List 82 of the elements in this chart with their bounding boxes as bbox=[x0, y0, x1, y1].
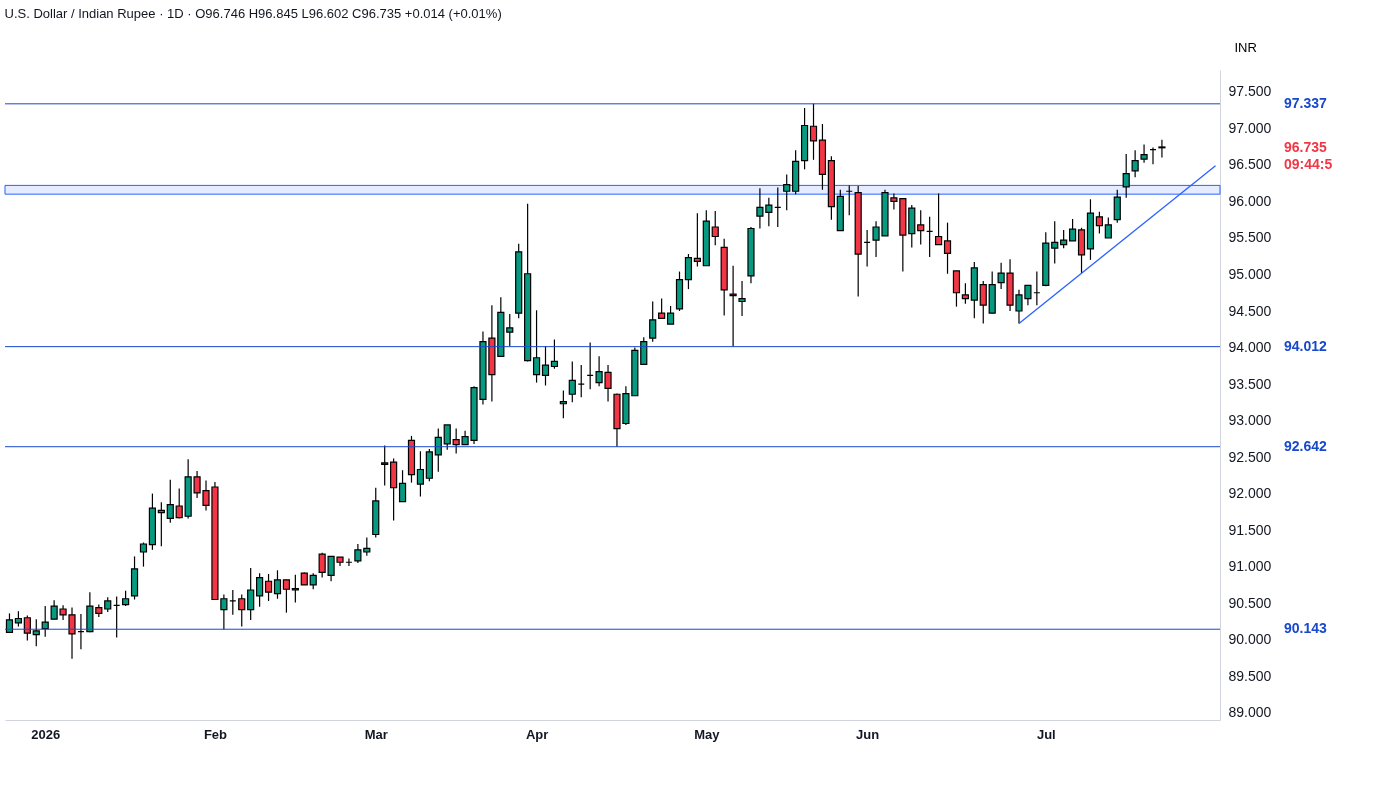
candlestick bbox=[1113, 189, 1121, 224]
x-tick-label: 2026 bbox=[31, 726, 61, 742]
y-tick-label: 94.000 bbox=[1228, 339, 1272, 356]
ref-line-label: 90.143 bbox=[1284, 620, 1328, 637]
candlestick bbox=[1051, 220, 1059, 265]
candlestick bbox=[711, 210, 719, 246]
y-tick-label: 93.000 bbox=[1228, 412, 1272, 429]
candlestick bbox=[139, 541, 148, 568]
candlestick bbox=[1158, 139, 1166, 159]
text: 09:44:5 bbox=[1284, 155, 1333, 172]
candlestick bbox=[238, 593, 246, 628]
candlestick bbox=[952, 270, 961, 308]
y-tick-label: 95.000 bbox=[1228, 265, 1272, 282]
candlestick bbox=[416, 450, 425, 498]
candlestick bbox=[157, 501, 165, 547]
y-tick-label: 95.500 bbox=[1228, 229, 1272, 246]
candlestick bbox=[917, 209, 925, 246]
y-tick-label: 89.000 bbox=[1228, 704, 1272, 721]
candlestick bbox=[23, 614, 31, 641]
y-tick-label: 92.500 bbox=[1228, 448, 1272, 465]
candlestick bbox=[640, 336, 648, 366]
candlestick bbox=[1060, 229, 1068, 249]
candlestick bbox=[1122, 153, 1130, 199]
y-tick-label: 91.500 bbox=[1228, 521, 1272, 538]
x-tick-label: May bbox=[694, 726, 721, 742]
candlestick bbox=[381, 444, 389, 487]
x-tick-label: Jul bbox=[1036, 726, 1056, 742]
candlestick bbox=[684, 253, 693, 290]
y-tick-label: 96.500 bbox=[1228, 156, 1272, 173]
y-tick-label: 97.000 bbox=[1228, 119, 1272, 136]
candlestick bbox=[282, 579, 291, 614]
y-tick-label: 93.500 bbox=[1228, 375, 1272, 392]
candlestick bbox=[943, 222, 952, 275]
candlestick bbox=[256, 572, 264, 608]
candlestick bbox=[559, 390, 567, 419]
candlestick bbox=[41, 605, 49, 638]
y-tick-label: 91.000 bbox=[1228, 558, 1272, 575]
text: 96.735 bbox=[1284, 138, 1328, 155]
candlestick bbox=[961, 282, 969, 305]
candlestick bbox=[809, 103, 818, 161]
candlestick bbox=[398, 469, 407, 503]
candlestick bbox=[979, 280, 987, 325]
candlestick bbox=[649, 300, 657, 343]
y-tick-label: 96.000 bbox=[1228, 192, 1272, 209]
y-tick-label: 89.500 bbox=[1228, 667, 1272, 684]
ref-line-label: 97.337 bbox=[1284, 94, 1328, 111]
candlestick bbox=[666, 305, 675, 325]
y-tick-label: 90.000 bbox=[1228, 631, 1272, 648]
chart-title: U.S. Dollar / Indian Rupee · 1D · O96.746 H96.845 L96.602 C96.735 +0.014 (+0.01%) bbox=[4, 6, 502, 21]
candlestick bbox=[166, 479, 174, 524]
y-tick-label: 97.500 bbox=[1228, 83, 1272, 100]
candlestick bbox=[264, 573, 273, 602]
ref-line-label: 94.012 bbox=[1284, 337, 1328, 354]
candlestick bbox=[738, 280, 746, 317]
candlestick bbox=[506, 313, 514, 347]
candlestick bbox=[443, 424, 451, 451]
candlestick bbox=[291, 574, 299, 604]
x-tick-label: Apr bbox=[525, 726, 549, 742]
y-tick-label: 94.500 bbox=[1228, 302, 1272, 319]
x-tick-label: Feb bbox=[203, 726, 228, 742]
candlestick bbox=[693, 212, 701, 268]
candlestick bbox=[1095, 211, 1103, 235]
candlestick bbox=[434, 428, 442, 473]
candlestick bbox=[1140, 143, 1148, 164]
candlestick bbox=[32, 618, 40, 647]
candlestick bbox=[783, 173, 791, 211]
y-tick-label: 90.500 bbox=[1228, 594, 1272, 611]
candlestick bbox=[550, 338, 559, 370]
candlestick bbox=[1068, 218, 1077, 242]
candlestick bbox=[273, 569, 282, 600]
candlestick bbox=[247, 567, 255, 621]
candlestick bbox=[568, 360, 576, 403]
candlestick bbox=[541, 345, 550, 387]
ref-line-label: 92.642 bbox=[1284, 437, 1328, 454]
candlestick bbox=[1104, 216, 1112, 239]
x-tick-label: Jun bbox=[856, 726, 880, 742]
candlestick bbox=[1131, 149, 1139, 178]
candlestick bbox=[934, 192, 943, 246]
candlestick bbox=[532, 309, 541, 384]
y-axis-title: INR bbox=[1234, 39, 1257, 55]
x-tick-label: Mar bbox=[364, 726, 388, 742]
y-tick-label: 92.000 bbox=[1228, 485, 1272, 502]
